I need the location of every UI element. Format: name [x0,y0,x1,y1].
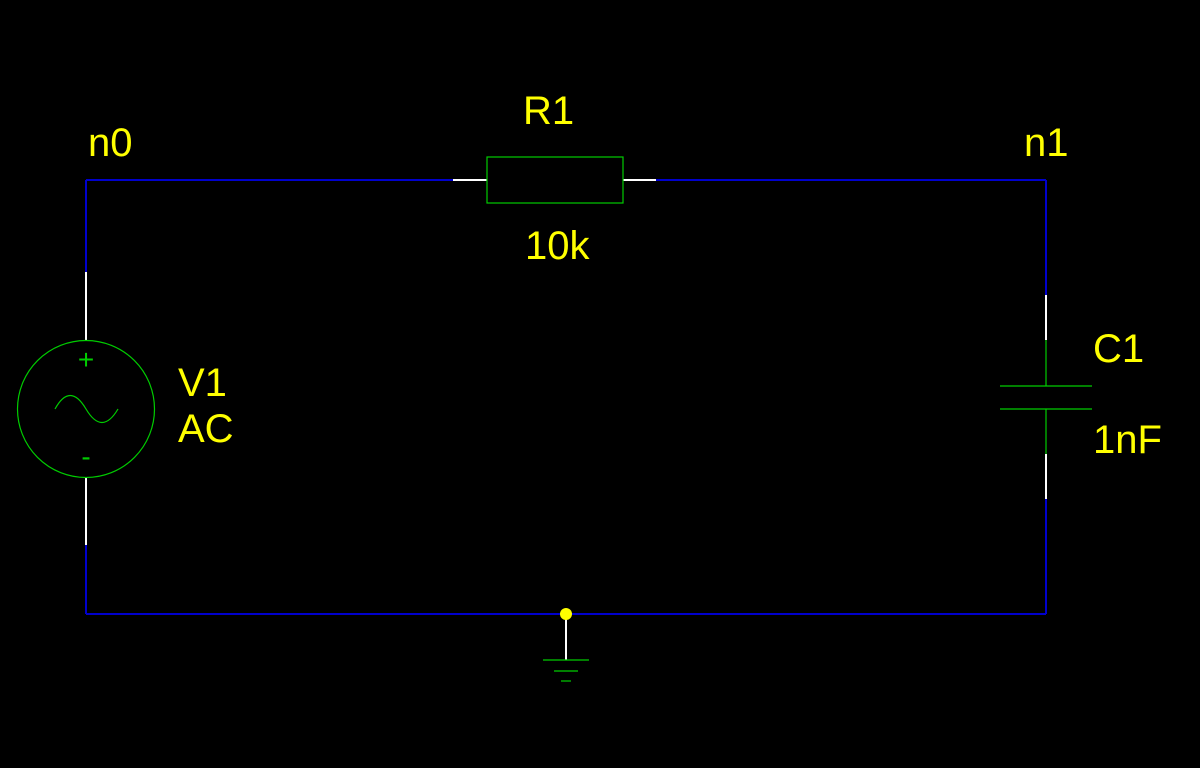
v1-plus-sign: + [78,344,94,375]
node-label-n0: n0 [88,121,133,165]
v1-minus-sign: - [81,441,90,472]
resistor-ref-label: R1 [523,89,574,133]
capacitor-value-label: 1nF [1093,418,1162,462]
sine-wave-icon [54,394,119,424]
leads [85,179,1047,660]
ac-source-v1[interactable]: + - [16,339,156,479]
capacitor-c1[interactable] [1000,340,1092,454]
node-label-n1: n1 [1024,121,1069,165]
resistor-r1-body[interactable] [486,156,624,204]
capacitor-ref-label: C1 [1093,327,1144,371]
v1-circle [16,339,156,479]
resistor-value-label: 10k [525,224,590,268]
source-type-label: AC [178,407,234,451]
ground-symbol [543,659,589,682]
junction-dot [560,608,572,620]
source-ref-label: V1 [178,361,227,405]
